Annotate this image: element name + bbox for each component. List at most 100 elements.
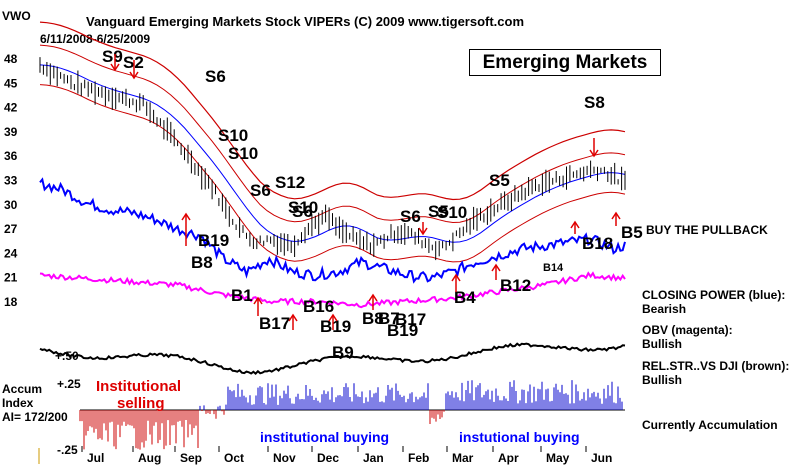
y-tick-label: 30 (4, 198, 18, 212)
signal-b8: B8 (362, 309, 384, 328)
buy-pullback-label: BUY THE PULLBACK (646, 223, 768, 237)
signal-s10: S10 (437, 203, 467, 222)
y-tick-label: 48 (4, 52, 18, 66)
moving-average (39, 64, 626, 243)
buy-arrow-head (368, 293, 378, 302)
rel-str-path (39, 342, 626, 375)
signal-s10: S10 (228, 144, 258, 163)
signal-b19: B19 (387, 321, 418, 340)
ai-value: AI= 172/200 (2, 410, 68, 424)
signal-s5: S5 (428, 202, 449, 221)
accum-tick-minus25: -.25 (57, 443, 78, 457)
sell-arrow-head (129, 71, 139, 80)
signal-b18: B18 (582, 234, 613, 253)
trend-bands (39, 21, 626, 263)
signal-s9: S9 (102, 47, 123, 66)
accum-index-bars (79, 380, 625, 450)
accum-tick-25: +.25 (57, 377, 81, 391)
ticker-label: VWO (2, 9, 31, 23)
currently-text: Currently Accumulation (642, 418, 778, 432)
date-range: 6/11/2008-6/25/2009 (40, 32, 150, 46)
signal-s6: S6 (250, 181, 271, 200)
x-tick-label: Nov (273, 451, 296, 465)
chart-title: Vanguard Emerging Markets Stock VIPERs (… (86, 14, 524, 29)
signal-b19: B19 (198, 231, 229, 250)
closing-power-label: CLOSING POWER (blue): Bearish (642, 288, 785, 316)
rel-str-label: REL.STR..VS DJI (brown): Bullish (642, 359, 789, 387)
x-tick-label: Mar (452, 451, 474, 465)
x-tick-label: Dec (317, 451, 339, 465)
mid-upper-band (39, 44, 626, 224)
obv-line (39, 271, 626, 309)
signal-b7: B7 (378, 309, 400, 328)
rel-str-status: Bullish (642, 373, 683, 387)
currently-label: Currently Accumulation (642, 418, 778, 432)
x-tick-label: Jun (591, 451, 612, 465)
y-tick-label: 24 (4, 246, 18, 260)
signal-b17: B17 (395, 310, 426, 329)
legend-box: Emerging Markets (469, 49, 661, 76)
signal-b8: B8 (191, 253, 213, 272)
institutional-buying-2: instutional buying (459, 429, 580, 445)
y-tick-label: 18 (4, 295, 18, 309)
signal-arrows (110, 54, 621, 330)
sell-arrow-head (418, 227, 428, 236)
signal-b14: B14 (543, 262, 564, 274)
accum-label: Accum (2, 382, 42, 396)
legend-title: Emerging Markets (482, 51, 648, 73)
signal-b16: B16 (303, 297, 334, 316)
buy-arrow-head (181, 212, 191, 221)
signal-b4: B4 (454, 288, 476, 307)
signal-labels: S9S2S6S10S10S6S12S10S6S6S5S10S5S8B19B8B1… (102, 47, 643, 362)
x-tick-label: Feb (408, 451, 429, 465)
closing-power-status: Bearish (642, 302, 687, 316)
buy-arrow-head (253, 296, 263, 305)
obv-label: OBV (magenta): Bullish (642, 323, 733, 351)
signal-b17: B17 (259, 314, 290, 333)
x-tick-label: Oct (224, 451, 244, 465)
x-tick-label: May (546, 451, 570, 465)
closing-power-path (39, 177, 626, 284)
rel-str-name: REL.STR..VS DJI (brown): (642, 359, 790, 373)
lower-band (39, 84, 626, 263)
sell-arrow-head (110, 63, 120, 72)
buy-arrow-head (611, 211, 621, 220)
signal-s10: S10 (218, 126, 248, 145)
signal-s8: S8 (584, 93, 605, 112)
institutional-selling-1: Institutional (96, 378, 181, 395)
closing-power-line (39, 177, 626, 284)
price-bars (39, 57, 626, 261)
index-label: Index (2, 396, 34, 410)
y-tick-label: 45 (4, 76, 18, 90)
x-tick-label: Aug (138, 451, 161, 465)
closing-power-name: CLOSING POWER (blue): (642, 288, 786, 302)
buy-arrow-head (328, 313, 338, 322)
buy-arrow-head (570, 220, 580, 229)
signal-s6: S6 (292, 202, 313, 221)
rel-str-line (39, 342, 626, 375)
sell-arrow-head (589, 149, 599, 158)
signal-s5: S5 (489, 171, 510, 190)
obv-status: Bullish (642, 337, 683, 351)
y-tick-label: 36 (4, 149, 18, 163)
y-axis: 48 45 42 39 36 33 30 27 24 21 18 (4, 52, 18, 309)
obv-path (39, 271, 626, 309)
x-tick-label: Jul (87, 451, 104, 465)
accum-tick-50: +.50 (55, 349, 79, 363)
signal-s10: S10 (288, 198, 318, 217)
x-tick-label: Sep (180, 451, 202, 465)
buy-arrow-head (491, 263, 501, 272)
signal-b1: B1 (231, 286, 253, 305)
obv-name: OBV (magenta): (642, 323, 733, 337)
buy-arrow-head (451, 273, 461, 282)
institutional-selling-2: selling (117, 395, 165, 412)
signal-b19: B19 (320, 317, 351, 336)
x-tick-label: Jan (363, 451, 384, 465)
signal-b5: B5 (621, 223, 643, 242)
y-tick-label: 39 (4, 125, 18, 139)
upper-band (39, 21, 626, 201)
signal-b12: B12 (500, 276, 531, 295)
y-tick-label: 21 (4, 271, 18, 285)
x-tick-label: Apr (498, 451, 519, 465)
